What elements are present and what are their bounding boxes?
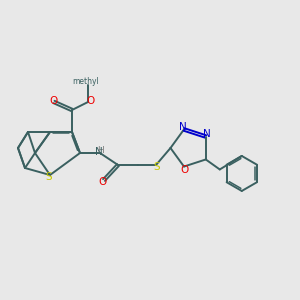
Text: O: O bbox=[86, 97, 94, 106]
Text: H: H bbox=[97, 146, 104, 155]
Text: methyl: methyl bbox=[73, 77, 99, 86]
Text: N: N bbox=[94, 147, 102, 157]
Text: O: O bbox=[98, 177, 106, 187]
Text: O: O bbox=[180, 164, 189, 175]
Text: O: O bbox=[49, 96, 57, 106]
Text: S: S bbox=[154, 163, 160, 172]
Text: N: N bbox=[179, 122, 187, 132]
Text: S: S bbox=[46, 172, 52, 182]
Text: N: N bbox=[203, 129, 211, 139]
